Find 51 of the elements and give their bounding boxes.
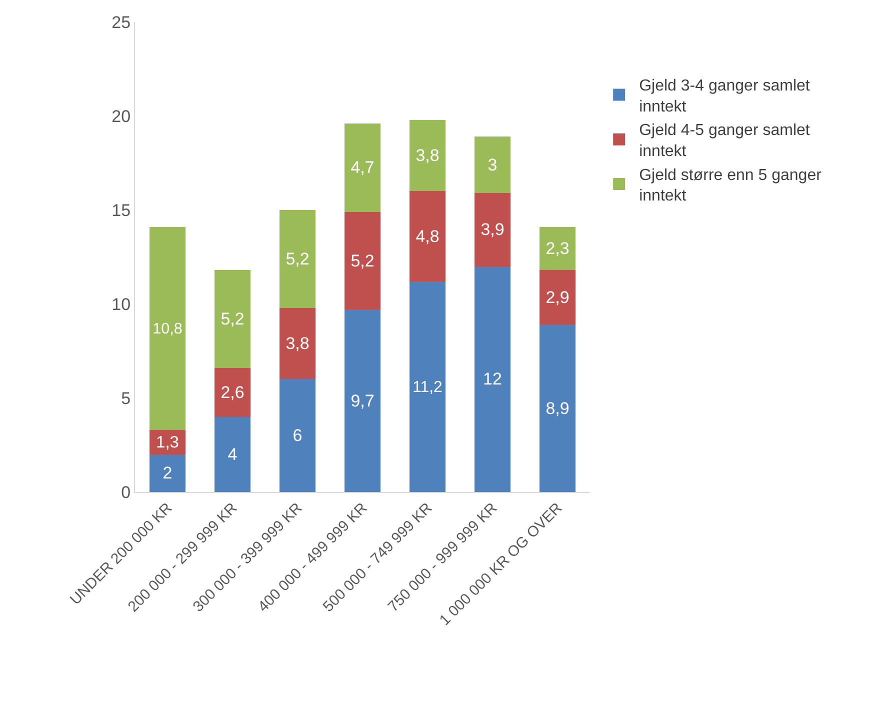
bar [344,124,380,212]
data-label: 5,2 [220,310,244,329]
y-tick-label: 20 [112,106,131,126]
y-tick-label: 0 [121,482,131,502]
data-label: 8,9 [546,398,570,418]
data-label: 3 [488,155,498,174]
y-tick-label: 15 [112,200,131,220]
bar [280,379,316,492]
bar [540,324,576,492]
data-label: 2 [162,464,172,483]
data-label: 5,2 [350,251,374,270]
legend-label: Gjeld 3-4 ganger samlet inntekt [639,78,810,116]
data-label: 6 [292,426,302,446]
bar [474,193,510,266]
bar [150,430,186,454]
bar [280,210,316,308]
data-label: 5,2 [286,249,310,268]
data-label: 12 [483,370,502,389]
bar [410,191,446,282]
data-label: 4,8 [416,226,440,246]
bar [214,270,250,368]
bar [214,368,250,417]
bar [410,120,446,192]
data-label: 4,7 [350,158,374,178]
bar [474,266,510,492]
data-label: 11,2 [412,378,443,396]
bar [344,310,380,492]
y-tick-label: 5 [121,388,131,408]
bar [344,212,380,310]
bar [540,270,576,325]
y-tick-label: 10 [112,294,131,314]
data-label: 9,7 [350,391,374,410]
data-label: 3,8 [416,146,440,165]
bar [150,226,186,430]
bar [280,308,316,380]
bar [150,454,186,492]
data-label: 1,3 [156,434,179,452]
data-label: 2,9 [546,288,570,307]
data-label: 10,8 [152,320,182,338]
data-label: 2,6 [220,382,244,402]
bar [410,281,446,492]
data-label: 2,3 [546,239,570,258]
bar [474,136,510,194]
legend-label: Gjeld 4-5 ganger samlet inntekt [639,122,810,160]
data-label: 4 [228,444,238,464]
bar [540,226,576,270]
data-label: 3,9 [480,220,504,240]
data-label: 3,8 [286,334,310,353]
y-tick-label: 25 [112,12,131,32]
bar [214,416,250,492]
legend-label: Gjeld større enn 5 ganger inntekt [639,166,822,205]
